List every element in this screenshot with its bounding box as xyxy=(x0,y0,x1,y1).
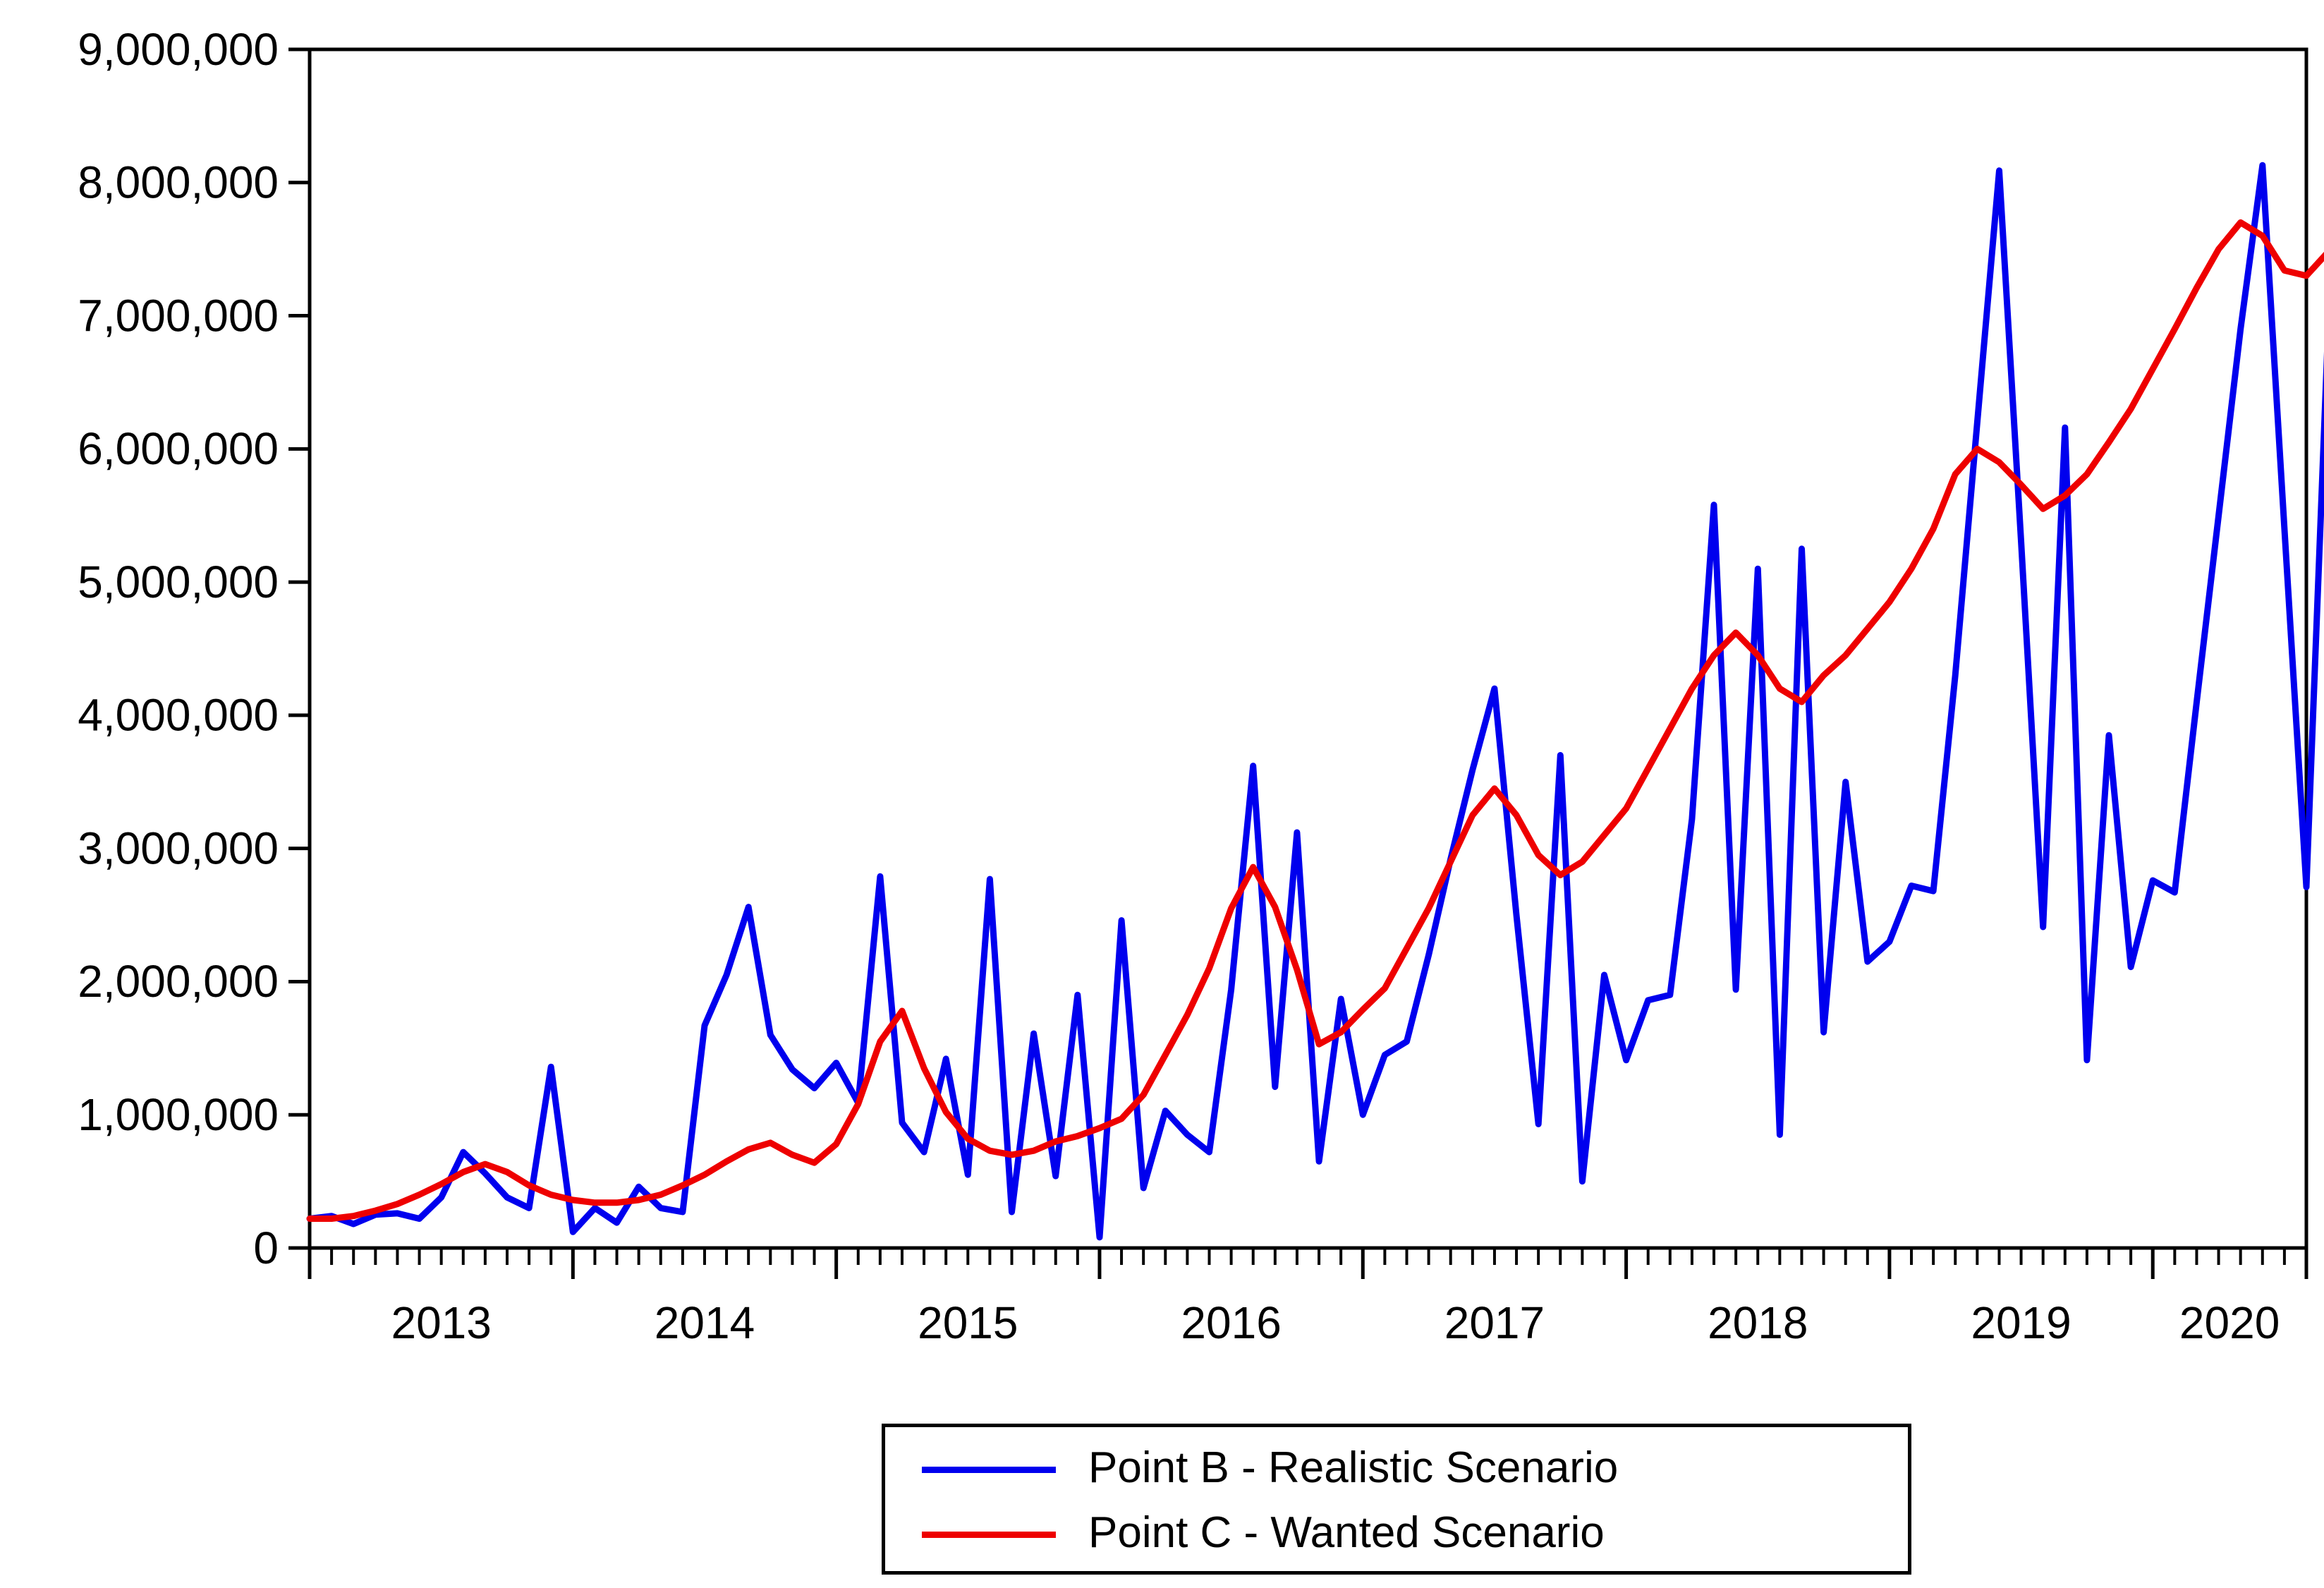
legend: Point B - Realistic Scenario Point C - W… xyxy=(882,1424,1911,1575)
red-line-swatch xyxy=(922,1532,1056,1538)
y-axis-label: 2,000,000 xyxy=(78,956,279,1007)
x-axis-label-2019: 2019 xyxy=(1971,1297,2071,1348)
x-axis-label-2017: 2017 xyxy=(1444,1297,1545,1348)
legend-item-point-b: Point B - Realistic Scenario xyxy=(885,1436,1908,1499)
y-axis-label: 3,000,000 xyxy=(78,823,279,873)
legend-item-point-c: Point C - Wanted Scenario xyxy=(885,1501,1908,1564)
x-axis-label-2016: 2016 xyxy=(1181,1297,1281,1348)
plot-frame xyxy=(308,47,2308,1250)
red-series-line xyxy=(306,219,2324,1222)
y-axis-label: 9,000,000 xyxy=(78,24,279,75)
y-axis-label: 8,000,000 xyxy=(78,157,279,208)
y-axis-label: 4,000,000 xyxy=(78,690,279,741)
y-axis-label: 6,000,000 xyxy=(78,423,279,474)
blue-line-swatch xyxy=(922,1467,1056,1473)
legend-label-point-b: Point B - Realistic Scenario xyxy=(1088,1443,1619,1492)
blue-series-line xyxy=(306,162,2324,1241)
y-axis-label: 0 xyxy=(253,1223,279,1273)
x-axis-label-2020: 2020 xyxy=(2179,1297,2280,1348)
x-axis-label-2018: 2018 xyxy=(1708,1297,1808,1348)
x-axis-label-2014: 2014 xyxy=(655,1297,755,1348)
y-axis-label: 5,000,000 xyxy=(78,557,279,607)
x-axis-label-2015: 2015 xyxy=(918,1297,1018,1348)
legend-label-point-c: Point C - Wanted Scenario xyxy=(1088,1508,1605,1557)
y-axis-label: 7,000,000 xyxy=(78,290,279,341)
x-axis-label-2013: 2013 xyxy=(391,1297,491,1348)
y-axis-label: 1,000,000 xyxy=(78,1089,279,1140)
